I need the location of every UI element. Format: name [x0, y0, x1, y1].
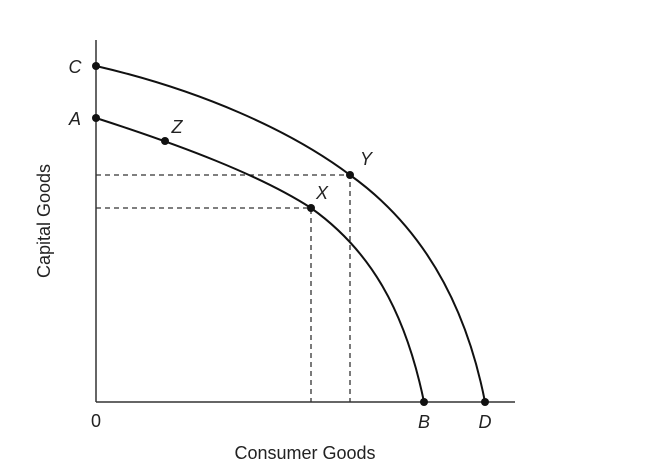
point-dot	[92, 62, 100, 70]
guide-x	[96, 207, 312, 402]
origin-label: 0	[91, 411, 101, 431]
point-label: C	[69, 57, 83, 77]
point-dot	[92, 114, 100, 122]
inner-curve	[95, 117, 425, 403]
x-axis-label: Consumer Goods	[234, 443, 375, 463]
point-label: A	[68, 109, 81, 129]
point-label: D	[479, 412, 492, 432]
point-label: Y	[360, 149, 374, 169]
point-dot	[481, 398, 489, 406]
point-label: B	[418, 412, 430, 432]
point-dot	[307, 204, 315, 212]
outer-curve	[95, 65, 486, 403]
point-label: Z	[171, 117, 184, 137]
y-axis-label: Capital Goods	[34, 164, 54, 278]
point-label: X	[315, 183, 329, 203]
point-dot	[161, 137, 169, 145]
point-dot	[346, 171, 354, 179]
point-dot	[420, 398, 428, 406]
